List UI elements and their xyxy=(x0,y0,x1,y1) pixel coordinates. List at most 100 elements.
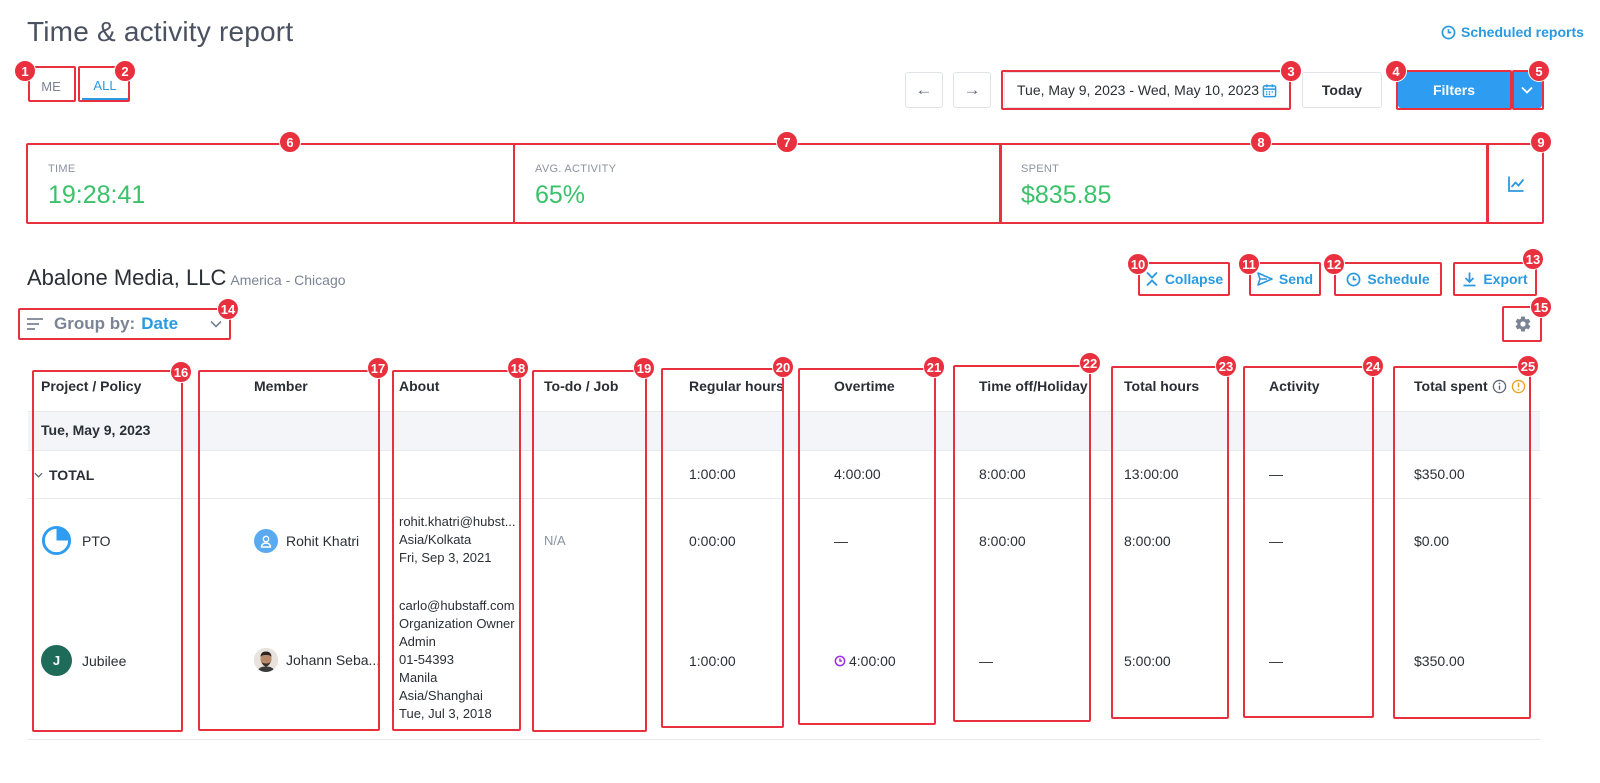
user-photo-icon xyxy=(254,648,278,672)
clock-icon xyxy=(1441,25,1456,39)
col-total-hours[interactable]: Total hours xyxy=(1124,378,1200,394)
avatar xyxy=(254,529,278,553)
avatar xyxy=(254,648,278,672)
scope-me-tab[interactable]: ME xyxy=(41,78,61,94)
col-time-off-holiday[interactable]: Time off/Holiday xyxy=(979,378,1088,394)
prev-date-button[interactable]: ← xyxy=(905,72,943,108)
calendar-icon xyxy=(1262,83,1277,97)
overtime-cell: 4:00:00 xyxy=(834,653,896,669)
col-about[interactable]: About xyxy=(399,378,440,394)
member-name: Johann Seba... xyxy=(286,652,381,668)
chevron-down-icon xyxy=(1521,86,1533,94)
date-range-value: Tue, May 9, 2023 - Wed, May 10, 2023 xyxy=(1017,82,1260,98)
settings-button[interactable] xyxy=(1506,310,1540,338)
group-by-dropdown[interactable]: Group by: Date xyxy=(22,310,228,338)
col-total-spent[interactable]: Total spent xyxy=(1414,370,1526,402)
total-time-off: 8:00:00 xyxy=(979,466,1026,482)
arrow-left-icon: ← xyxy=(915,80,933,99)
send-icon xyxy=(1257,272,1273,286)
member-name: Rohit Khatri xyxy=(286,533,360,549)
date-group-row xyxy=(28,411,1540,451)
total-hours-value: 5:00:00 xyxy=(1124,653,1171,669)
annotation-badge: 3 xyxy=(1280,60,1302,82)
col-total-spent-label: Total spent xyxy=(1414,378,1488,394)
group-by-value: Date xyxy=(141,314,179,333)
warning-icon[interactable] xyxy=(1511,379,1526,394)
spent-stat-value: $835.85 xyxy=(1021,181,1112,209)
time-stat-label: TIME xyxy=(48,163,76,175)
spent-stat-label: SPENT xyxy=(1021,163,1060,175)
member-about: rohit.khatri@hubst... Asia/Kolkata Fri, … xyxy=(399,513,516,567)
annotation-badge: 15 xyxy=(1530,296,1552,318)
spent-stat-card: SPENT $835.85 xyxy=(1001,145,1487,222)
col-activity[interactable]: Activity xyxy=(1269,378,1320,394)
annotation-badge: 16 xyxy=(170,361,192,383)
send-label: Send xyxy=(1278,271,1314,287)
total-spent-value: $350.00 xyxy=(1414,653,1465,669)
total-row-toggle[interactable]: TOTAL xyxy=(34,467,94,483)
total-spent-value: $0.00 xyxy=(1414,533,1450,549)
scope-all-tab[interactable]: ALL xyxy=(82,72,128,100)
total-label: TOTAL xyxy=(49,467,95,483)
member-about: carlo@hubstaff.com Organization Owner Ad… xyxy=(399,597,515,723)
annotation-badge: 22 xyxy=(1079,352,1101,374)
annotation-badge: 6 xyxy=(279,131,301,153)
annotation-badge: 9 xyxy=(1530,131,1552,153)
annotation-badge: 7 xyxy=(776,131,798,153)
annotation-badge: 1 xyxy=(14,60,36,82)
send-button[interactable]: Send xyxy=(1251,263,1319,295)
date-group-label: Tue, May 9, 2023 xyxy=(41,422,151,438)
row-divider xyxy=(28,498,1540,499)
table-row-member: Rohit Khatri xyxy=(254,529,359,553)
download-icon xyxy=(1463,272,1476,287)
overtime-value: 4:00:00 xyxy=(849,653,896,669)
regular-hours-value: 1:00:00 xyxy=(689,653,736,669)
arrow-right-icon: → xyxy=(963,80,981,99)
organization-title: Abalone Media, LLC America - Chicago xyxy=(27,265,346,291)
about-permission: Admin xyxy=(399,634,436,649)
annotation-badge: 24 xyxy=(1362,355,1384,377)
col-todo-job[interactable]: To-do / Job xyxy=(544,378,619,394)
info-icon[interactable] xyxy=(1492,379,1507,394)
project-name: Jubilee xyxy=(82,652,127,669)
organization-name: Abalone Media, LLC xyxy=(27,265,227,290)
col-overtime[interactable]: Overtime xyxy=(834,378,895,394)
col-member[interactable]: Member xyxy=(254,378,308,394)
total-spent: $350.00 xyxy=(1414,466,1465,482)
about-email: carlo@hubstaff.com xyxy=(399,598,515,613)
table-row-member: Johann Seba... xyxy=(254,648,380,672)
next-date-button[interactable]: → xyxy=(953,72,991,108)
schedule-button[interactable]: Schedule xyxy=(1336,263,1440,295)
date-range-picker[interactable]: Tue, May 9, 2023 - Wed, May 10, 2023 xyxy=(1004,72,1290,108)
about-id: 01-54393 xyxy=(399,652,454,667)
annotation-badge: 4 xyxy=(1385,60,1407,82)
total-total-hours: 13:00:00 xyxy=(1124,466,1179,482)
activity-stat-value: 65% xyxy=(535,181,586,209)
about-date: Fri, Sep 3, 2021 xyxy=(399,550,492,565)
table-row-project: J Jubilee xyxy=(41,645,126,676)
annotation-badge: 13 xyxy=(1522,248,1544,270)
about-location: Manila xyxy=(399,670,438,685)
project-avatar: J xyxy=(41,645,72,676)
scheduled-reports-link[interactable]: Scheduled reports xyxy=(1441,24,1584,40)
activity-stat-label: AVG. ACTIVITY xyxy=(535,163,617,175)
col-project-policy[interactable]: Project / Policy xyxy=(41,378,142,394)
col-regular-hours[interactable]: Regular hours xyxy=(689,378,784,394)
total-overtime: 4:00:00 xyxy=(834,466,881,482)
about-email: rohit.khatri@hubst... xyxy=(399,514,516,529)
annotation-badge: 2 xyxy=(114,60,136,82)
filters-button[interactable]: Filters xyxy=(1398,72,1510,108)
annotation-badge: 21 xyxy=(923,356,945,378)
organization-timezone: America - Chicago xyxy=(230,272,346,288)
chart-toggle-button[interactable] xyxy=(1490,145,1542,222)
pto-policy-icon xyxy=(41,525,72,556)
annotation-badge: 25 xyxy=(1517,355,1539,377)
export-button[interactable]: Export xyxy=(1455,263,1535,295)
clock-icon xyxy=(834,655,846,667)
scheduled-reports-label: Scheduled reports xyxy=(1461,24,1584,40)
collapse-button[interactable]: Collapse xyxy=(1140,263,1228,295)
annotation-badge: 12 xyxy=(1323,253,1345,275)
today-button[interactable]: Today xyxy=(1302,72,1382,108)
regular-hours-value: 0:00:00 xyxy=(689,533,736,549)
time-stat-value: 19:28:41 xyxy=(48,181,146,209)
